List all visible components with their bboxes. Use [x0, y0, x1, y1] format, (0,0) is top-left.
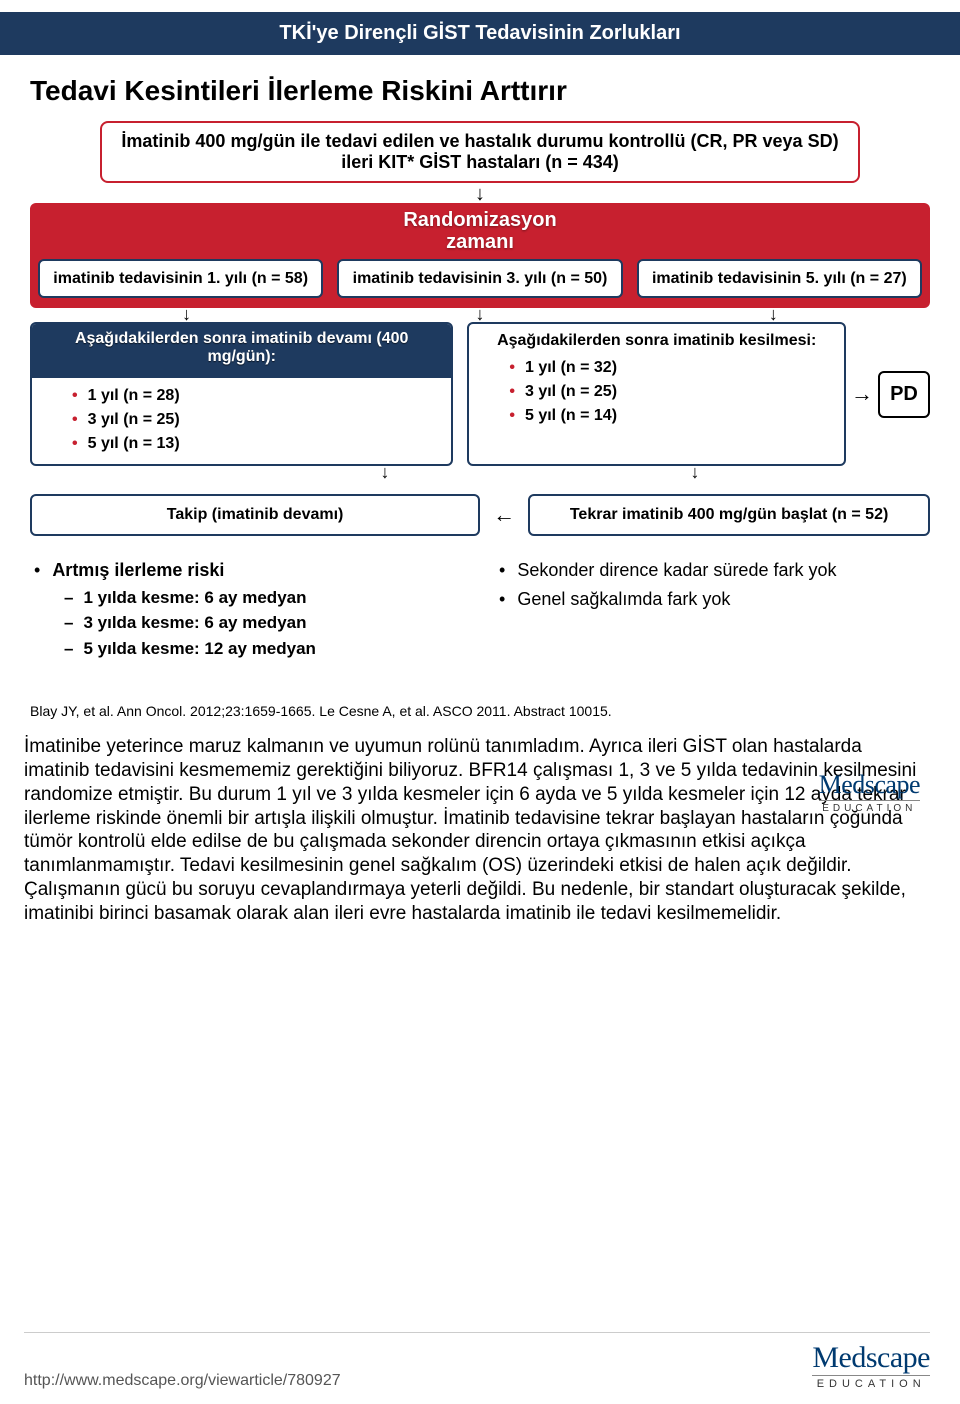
list-item: 3 yıl (n = 25)	[72, 408, 439, 432]
follow-arrows: ↓ ↓	[30, 466, 930, 480]
transcript-paragraph: İmatinibe yeterince maruz kalmanın ve uy…	[0, 729, 960, 925]
medscape-logo-footer: Medscape EDUCATION	[812, 1341, 930, 1390]
pd-box: PD	[878, 371, 930, 418]
bullet-item: Sekonder dirence kadar sürede fark yok	[495, 556, 930, 585]
left-bullets: Artmış ilerleme riski 1 yılda kesme: 6 a…	[30, 556, 465, 661]
sub-item: 5 yılda kesme: 12 ay medyan	[64, 636, 465, 662]
arrow-down-icon: ↓	[30, 189, 930, 203]
footer-url: http://www.medscape.org/viewarticle/7809…	[24, 1372, 341, 1390]
rand-line1: Randomizasyon	[403, 209, 556, 231]
rand-box-1yr: imatinib tedavisinin 1. yılı (n = 58)	[38, 259, 323, 298]
arm-panels-row: Aşağıdakilerden sonra imatinib devamı (4…	[30, 322, 930, 466]
slide-title: Tedavi Kesintileri İlerleme Riskini Artt…	[30, 75, 930, 107]
outcome-bullets: Artmış ilerleme riski 1 yılda kesme: 6 a…	[30, 556, 930, 661]
medscape-logo-slide: Medscape EDUCATION	[819, 770, 920, 814]
stop-arm-panel: Aşağıdakilerden sonra imatinib kesilmesi…	[467, 322, 846, 466]
risk-heading: Artmış ilerleme riski	[30, 556, 465, 585]
rand-box-5yr: imatinib tedavisinin 5. yılı (n = 27)	[637, 259, 922, 298]
list-item: 1 yıl (n = 28)	[72, 384, 439, 408]
mid-arrows: ↓ ↓ ↓	[30, 308, 930, 322]
right-bullets: Sekonder dirence kadar sürede fark yok G…	[495, 556, 930, 661]
page-header: TKİ'ye Dirençli GİST Tedavisinin Zorlukl…	[0, 12, 960, 55]
arrow-down-icon: ↓	[627, 308, 920, 322]
randomization-label: Randomizasyon zamanı	[38, 209, 922, 253]
followup-continue-box: Takip (imatinib devamı)	[30, 494, 480, 536]
arrow-down-icon: ↓	[230, 466, 540, 480]
arrow-down-icon: ↓	[40, 308, 333, 322]
stop-panel-title: Aşağıdakilerden sonra imatinib kesilmesi…	[481, 332, 832, 350]
arrow-left-icon: ←	[494, 494, 514, 536]
population-box: İmatinib 400 mg/gün ile tedavi edilen ve…	[100, 121, 860, 183]
flow-diagram: İmatinib 400 mg/gün ile tedavi edilen ve…	[30, 121, 930, 719]
citation-text: Blay JY, et al. Ann Oncol. 2012;23:1659-…	[30, 703, 930, 719]
bullet-item: Genel sağkalımda fark yok	[495, 585, 930, 614]
rand-box-3yr: imatinib tedavisinin 3. yılı (n = 50)	[337, 259, 622, 298]
list-item: 5 yıl (n = 14)	[509, 404, 832, 428]
sub-item: 1 yılda kesme: 6 ay medyan	[64, 585, 465, 611]
logo-subtext: EDUCATION	[819, 800, 920, 814]
randomization-band: Randomizasyon zamanı imatinib tedavisini…	[30, 203, 930, 308]
slide: Tedavi Kesintileri İlerleme Riskini Artt…	[0, 55, 960, 729]
arrow-down-icon: ↓	[333, 308, 626, 322]
page-footer: http://www.medscape.org/viewarticle/7809…	[24, 1332, 930, 1390]
stop-list: 1 yıl (n = 32) 3 yıl (n = 25) 5 yıl (n =…	[481, 356, 832, 428]
list-item: 3 yıl (n = 25)	[509, 380, 832, 404]
logo-text: Medscape	[812, 1341, 930, 1375]
rand-line2: zamanı	[446, 231, 514, 253]
list-item: 5 yıl (n = 13)	[72, 432, 439, 456]
logo-text: Medscape	[819, 770, 920, 800]
sub-item: 3 yılda kesme: 6 ay medyan	[64, 610, 465, 636]
continue-panel-title: Aşağıdakilerden sonra imatinib devamı (4…	[40, 330, 443, 366]
logo-subtext: EDUCATION	[812, 1375, 930, 1390]
list-item: 1 yıl (n = 32)	[509, 356, 832, 380]
follow-row: Takip (imatinib devamı) ← Tekrar imatini…	[30, 494, 930, 536]
continue-list: 1 yıl (n = 28) 3 yıl (n = 25) 5 yıl (n =…	[44, 384, 439, 456]
restart-imatinib-box: Tekrar imatinib 400 mg/gün başlat (n = 5…	[528, 494, 930, 536]
continue-arm-panel: Aşağıdakilerden sonra imatinib devamı (4…	[30, 322, 453, 466]
arrow-down-icon: ↓	[540, 466, 850, 480]
arrow-right-icon: →	[852, 322, 872, 466]
